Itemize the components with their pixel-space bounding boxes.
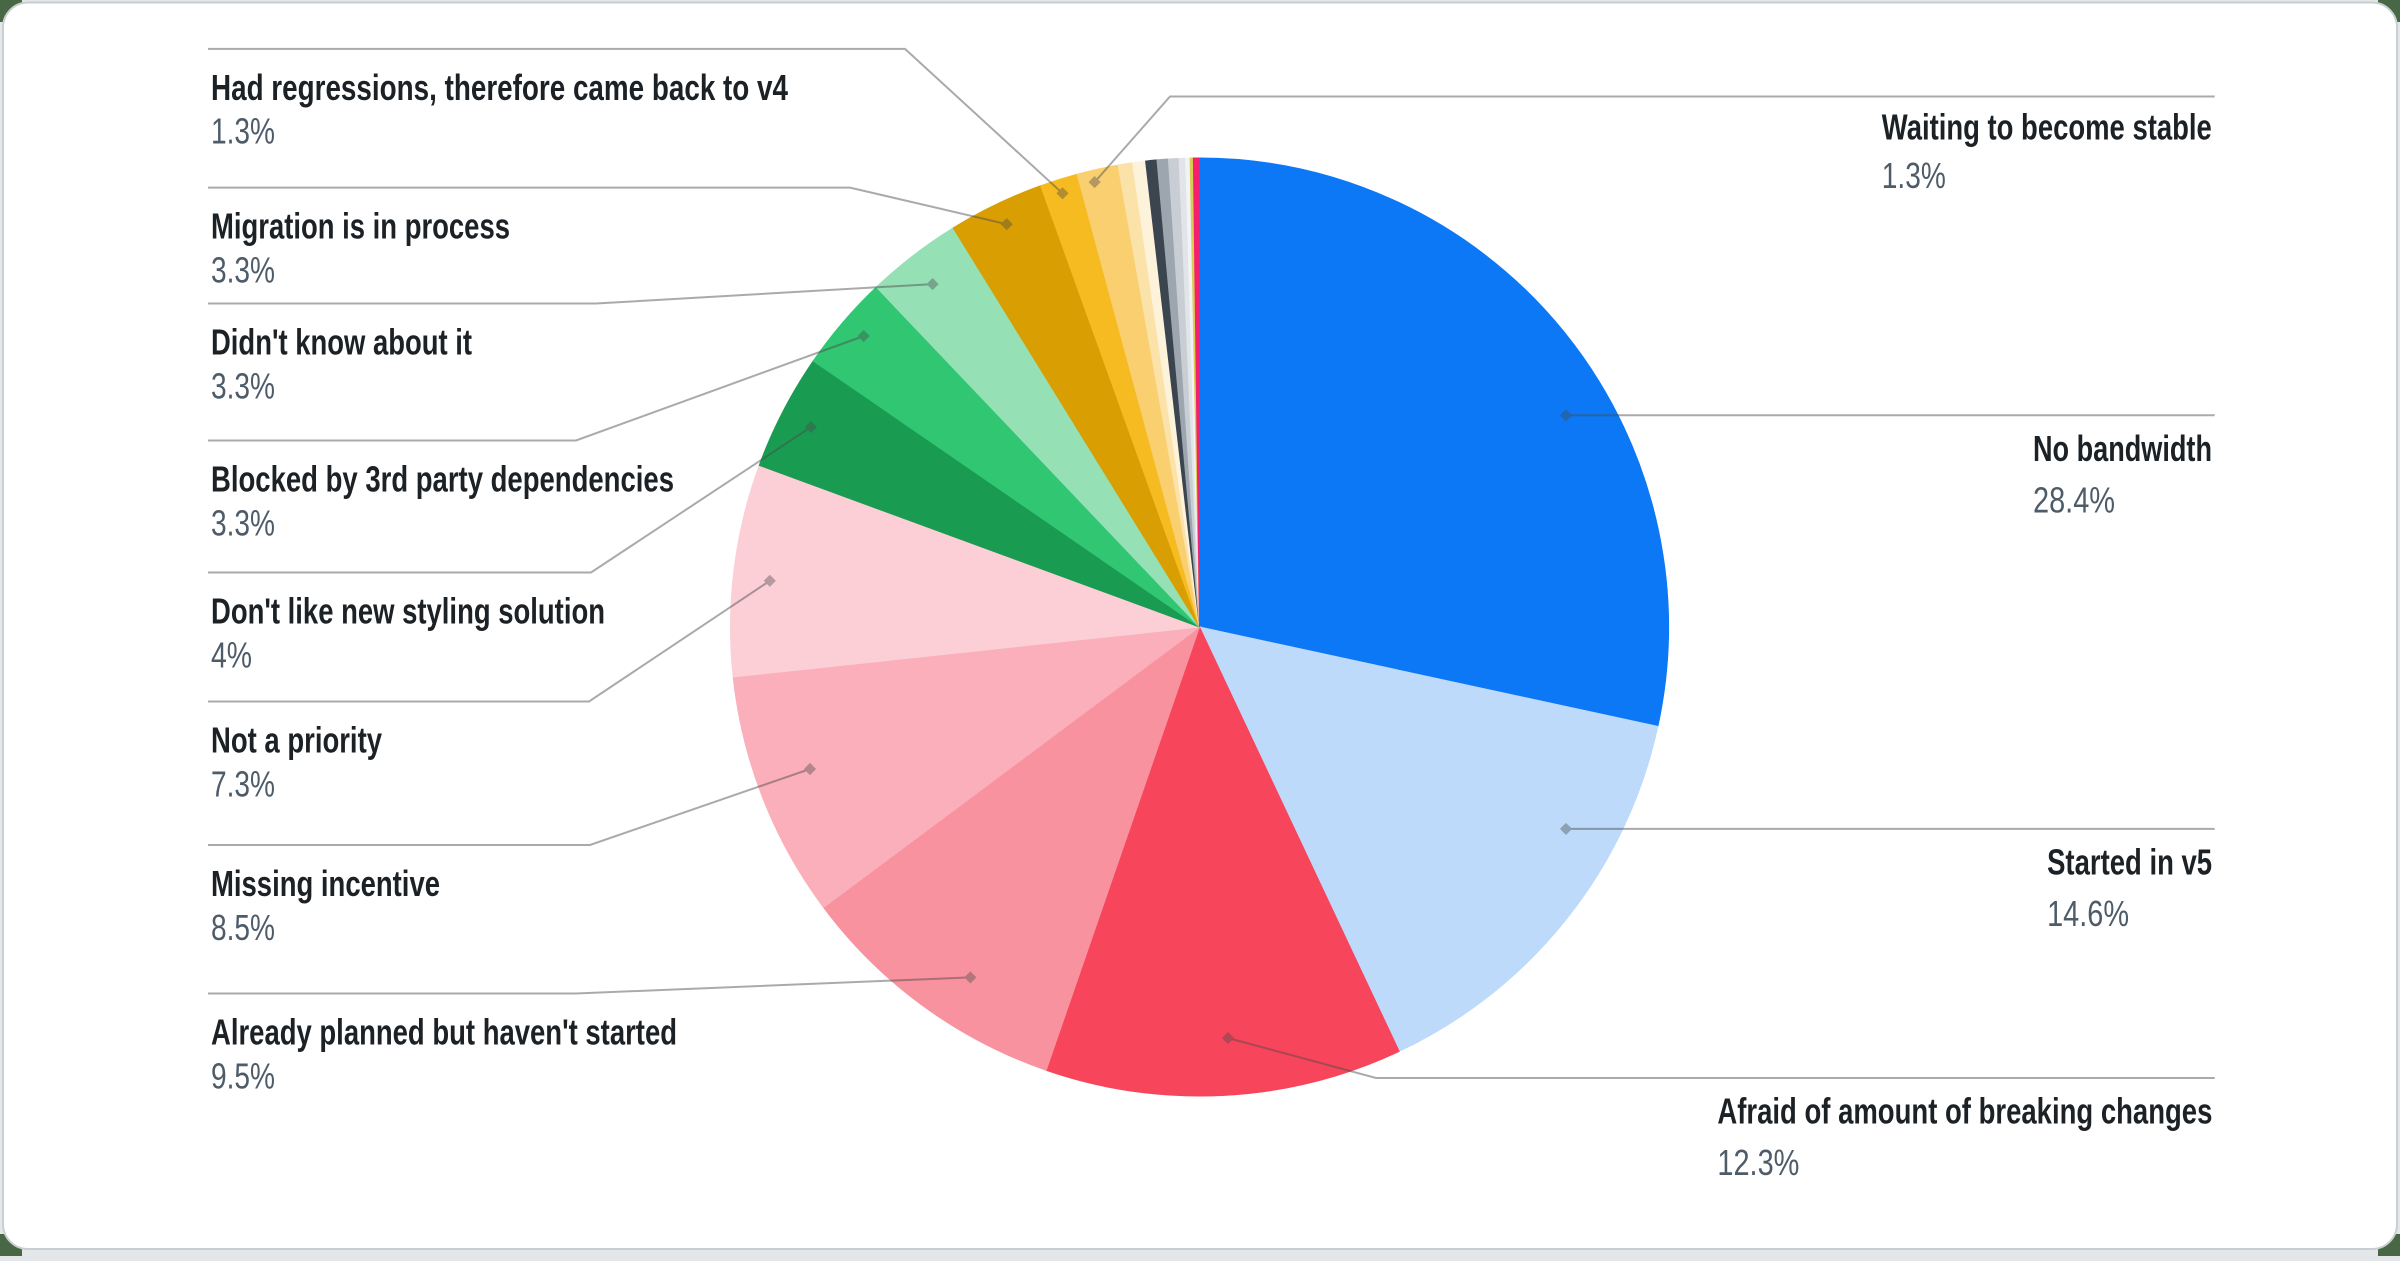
svg-text:Migration is in process: Migration is in process — [211, 206, 510, 247]
svg-text:1.3%: 1.3% — [211, 111, 275, 152]
svg-text:8.5%: 8.5% — [211, 907, 275, 948]
svg-text:Blocked by 3rd party dependenc: Blocked by 3rd party dependencies — [211, 459, 674, 500]
svg-text:Didn't know about it: Didn't know about it — [211, 322, 472, 363]
svg-text:Missing incentive: Missing incentive — [211, 863, 440, 904]
svg-text:3.3%: 3.3% — [211, 365, 275, 406]
svg-text:Already planned but haven't st: Already planned but haven't started — [211, 1012, 677, 1053]
svg-text:1.3%: 1.3% — [1882, 155, 1946, 196]
svg-text:Had regressions, therefore cam: Had regressions, therefore came back to … — [211, 67, 788, 108]
svg-text:4%: 4% — [211, 634, 252, 675]
svg-text:12.3%: 12.3% — [1717, 1142, 1799, 1183]
svg-text:3.3%: 3.3% — [211, 502, 275, 543]
svg-text:No bandwidth: No bandwidth — [2033, 428, 2212, 469]
svg-text:3.3%: 3.3% — [211, 249, 275, 290]
svg-text:Not a priority: Not a priority — [211, 720, 382, 761]
svg-text:28.4%: 28.4% — [2033, 479, 2115, 520]
svg-text:9.5%: 9.5% — [211, 1055, 275, 1096]
svg-text:14.6%: 14.6% — [2047, 893, 2129, 934]
svg-text:Don't like new styling solutio: Don't like new styling solution — [211, 591, 605, 632]
svg-text:Waiting to become stable: Waiting to become stable — [1882, 107, 2212, 148]
svg-text:Afraid of amount of breaking c: Afraid of amount of breaking changes — [1717, 1091, 2212, 1132]
svg-text:Started in v5: Started in v5 — [2047, 842, 2212, 883]
svg-text:7.3%: 7.3% — [211, 763, 275, 804]
